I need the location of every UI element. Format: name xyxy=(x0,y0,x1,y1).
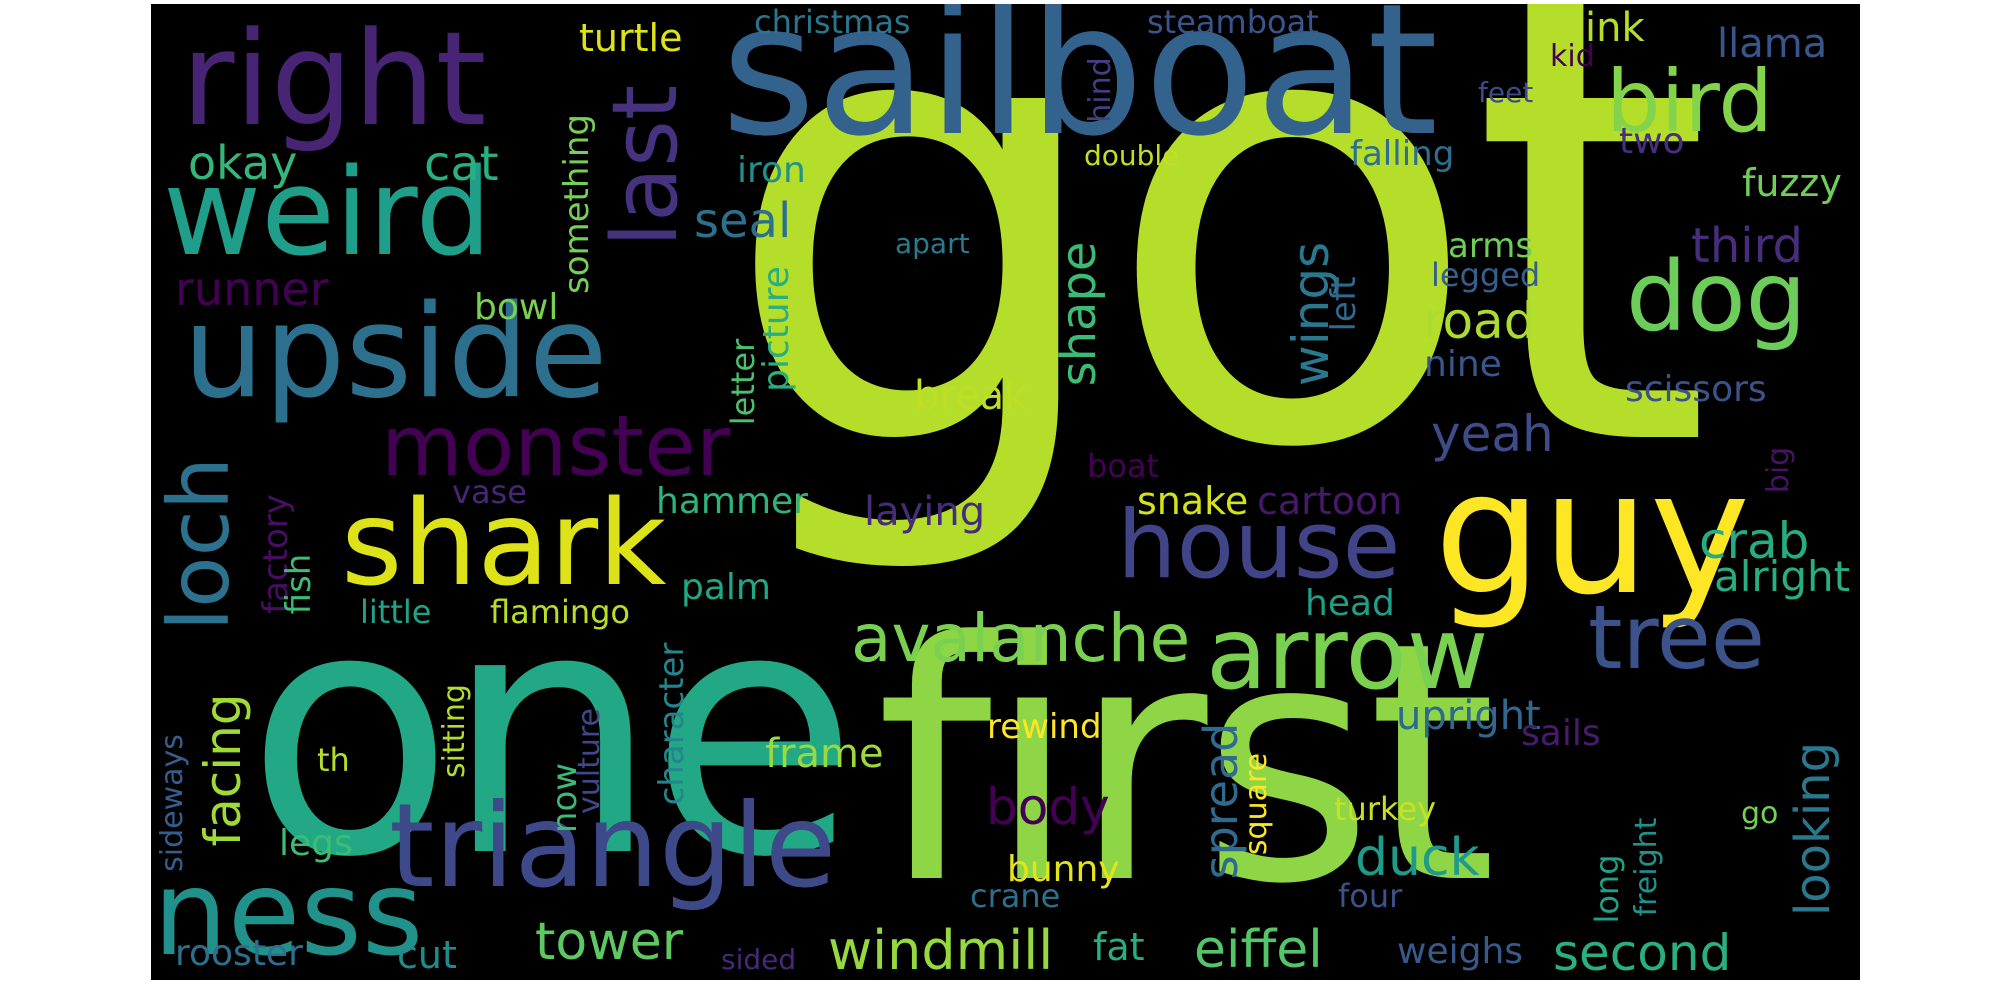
word-steamboat: steamboat xyxy=(1147,4,1319,41)
word-got: got xyxy=(721,4,1713,584)
word-left: left xyxy=(1324,276,1364,332)
word-dog: dog xyxy=(1626,241,1807,353)
word-fish: fish xyxy=(279,553,319,615)
word-little: little xyxy=(360,593,432,631)
word-looking: looking xyxy=(1785,741,1841,917)
word-right: right xyxy=(181,4,487,155)
word-upside: upside xyxy=(183,278,608,427)
word-cartoon: cartoon xyxy=(1257,479,1403,523)
word-yeah: yeah xyxy=(1431,405,1554,463)
word-second: second xyxy=(1553,924,1732,980)
word-th: th xyxy=(317,741,350,779)
word-triangle: triangle xyxy=(389,779,837,914)
word-tree: tree xyxy=(1588,586,1766,689)
word-nine: nine xyxy=(1424,344,1502,385)
word-upright: upright xyxy=(1396,693,1541,739)
word-crane: crane xyxy=(970,877,1061,915)
word-monster: monster xyxy=(381,397,731,495)
word-sailboat: sailboat xyxy=(721,4,1439,176)
word-vase: vase xyxy=(452,473,527,511)
word-double: double xyxy=(1084,139,1180,172)
word-sideways: sideways xyxy=(155,734,190,872)
word-long: long xyxy=(1588,854,1626,924)
word-bird: bird xyxy=(1606,52,1773,152)
word-big: big xyxy=(1761,446,1796,494)
word-snake: snake xyxy=(1137,479,1249,523)
word-two: two xyxy=(1619,121,1685,162)
word-break: break xyxy=(914,373,1028,419)
word-sided: sided xyxy=(721,943,797,976)
word-first: first xyxy=(876,572,1497,956)
word-body: body xyxy=(986,778,1110,836)
word-seal: seal xyxy=(694,193,792,249)
word-rewind: rewind xyxy=(987,707,1102,747)
word-loch: loch xyxy=(151,456,248,632)
word-windmill: windmill xyxy=(828,919,1054,980)
word-sails: sails xyxy=(1521,713,1601,754)
word-bunny: bunny xyxy=(1007,849,1120,890)
word-apart: apart xyxy=(895,227,970,260)
word-ness: ness xyxy=(153,844,424,980)
word-iron: iron xyxy=(737,150,806,191)
word-letter: letter xyxy=(724,338,762,426)
word-alright: alright xyxy=(1714,552,1851,601)
word-tower: tower xyxy=(535,912,684,972)
word-turkey: turkey xyxy=(1334,790,1436,828)
word-vulture: vulture xyxy=(572,707,607,815)
word-think: think xyxy=(1544,5,1645,51)
word-frame: frame xyxy=(765,731,884,777)
word-guy: guy xyxy=(1434,435,1751,633)
word-character: character xyxy=(652,642,692,806)
word-weighs: weighs xyxy=(1397,931,1524,972)
word-shark: shark xyxy=(341,474,667,612)
word-freight: freight xyxy=(1629,817,1664,917)
word-palm: palm xyxy=(681,567,771,608)
word-kid: kid xyxy=(1550,39,1595,74)
word-spread: spread xyxy=(1194,722,1248,880)
word-scissors: scissors xyxy=(1625,369,1767,410)
word-go: go xyxy=(1741,796,1779,831)
word-eiffel: eiffel xyxy=(1194,920,1323,980)
word-hammer: hammer xyxy=(656,481,808,522)
word-turtle: turtle xyxy=(579,16,683,60)
word-something: something xyxy=(557,113,597,295)
word-cloud: got first one sailboat right weird upsid… xyxy=(151,4,1860,980)
word-hind: hind xyxy=(1083,57,1118,123)
word-road: road xyxy=(1423,292,1536,350)
word-picture: picture xyxy=(756,266,797,392)
word-okay: okay xyxy=(188,136,298,190)
word-arms: arms xyxy=(1448,226,1534,266)
word-rooster: rooster xyxy=(175,933,303,974)
word-four: four xyxy=(1338,877,1403,915)
word-christmas: christmas xyxy=(754,4,911,41)
word-feet: feet xyxy=(1478,76,1534,109)
word-runner: runner xyxy=(175,262,329,316)
word-one: one xyxy=(246,536,859,932)
word-legged: legged xyxy=(1431,256,1541,294)
word-cat: cat xyxy=(424,136,499,192)
word-facing: facing xyxy=(194,693,252,847)
word-llama: llama xyxy=(1717,21,1828,67)
word-laying: laying xyxy=(864,489,986,535)
word-third: third xyxy=(1691,218,1803,274)
word-duck: duck xyxy=(1355,828,1480,888)
word-cut: cut xyxy=(397,933,457,977)
word-bowl: bowl xyxy=(474,287,559,328)
word-legs: legs xyxy=(279,823,353,864)
word-boat: boat xyxy=(1087,447,1160,485)
word-fuzzy: fuzzy xyxy=(1742,161,1842,205)
word-square: square xyxy=(1239,752,1274,856)
word-fat: fat xyxy=(1093,925,1145,969)
word-last: last xyxy=(593,84,698,248)
word-house: house xyxy=(1117,491,1401,600)
word-arrow: arrow xyxy=(1206,595,1489,712)
word-falling: falling xyxy=(1350,134,1455,174)
word-sitting: sitting xyxy=(437,684,472,778)
word-avalanche: avalanche xyxy=(851,600,1191,677)
word-head: head xyxy=(1305,583,1395,624)
word-weird: weird xyxy=(163,144,492,283)
word-flamingo: flamingo xyxy=(490,593,630,631)
word-crab: crab xyxy=(1699,512,1810,570)
word-shape: shape xyxy=(1051,241,1107,387)
